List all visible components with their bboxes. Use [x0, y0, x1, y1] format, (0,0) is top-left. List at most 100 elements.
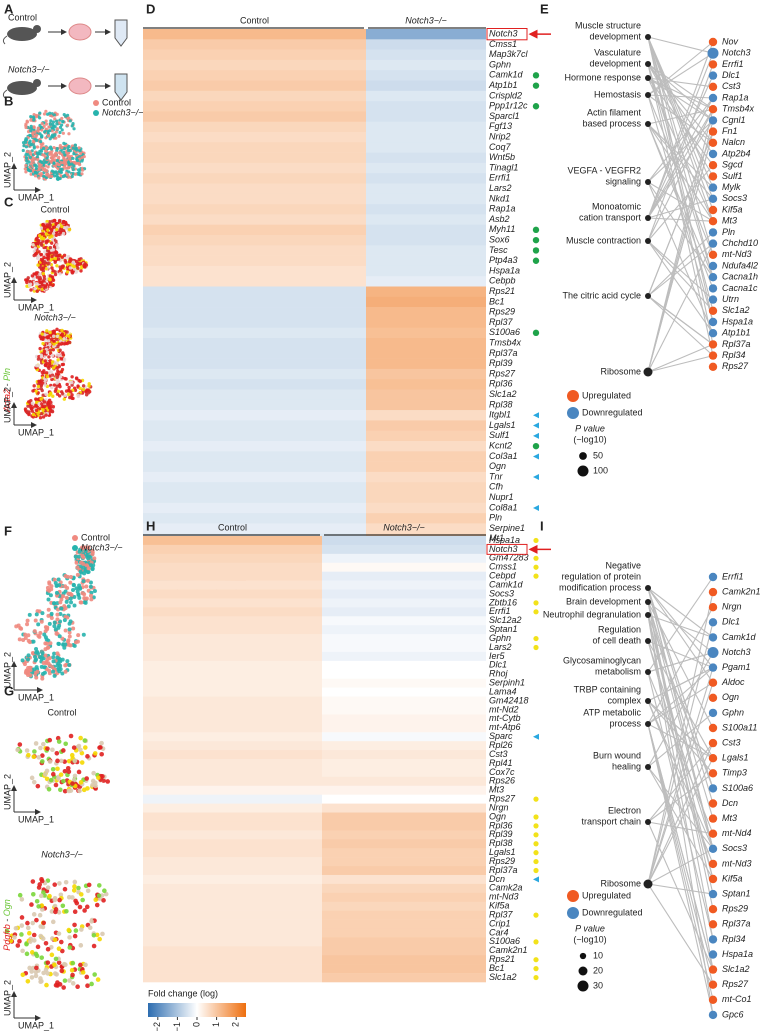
cell-dot: [86, 545, 91, 550]
gene-node: [708, 693, 718, 702]
heat-cell: [143, 430, 366, 442]
cell-dot: [44, 982, 49, 988]
edge: [647, 63, 714, 311]
term-label: Actin filament: [587, 107, 642, 117]
cell-dot: [62, 253, 67, 257]
gene-node: [708, 295, 718, 304]
cell-dot: [36, 263, 40, 267]
cell-dot: [52, 113, 56, 117]
axis-label: UMAP_2: [2, 387, 12, 423]
cell-dot: [25, 119, 29, 123]
cell-dot: [85, 570, 90, 575]
cell-dot: [40, 411, 44, 416]
cell-dot: [55, 758, 60, 764]
cell-dot: [84, 563, 89, 568]
cell-dot: [50, 134, 54, 139]
cell-dot: [60, 224, 64, 229]
gene-marker: [533, 537, 539, 544]
cell-dot: [85, 578, 90, 583]
cell-dot: [26, 167, 30, 172]
gene-marker: [533, 841, 539, 847]
cell-dot: [38, 132, 42, 136]
heat-cell: [143, 142, 366, 153]
cell-dot: [59, 161, 64, 165]
term-node: [645, 179, 651, 185]
cell-dot: [67, 162, 71, 167]
cell-dot: [31, 639, 36, 644]
heat-cell: [143, 937, 322, 947]
edge: [647, 742, 714, 885]
cell-dot: [27, 640, 32, 645]
gene-label: Lgals1: [722, 753, 749, 763]
gene-label: S100a6: [489, 936, 520, 946]
cell-dot: [100, 931, 105, 937]
cell-dot: [25, 622, 30, 627]
heat-cell: [143, 255, 366, 267]
term-node: [645, 238, 651, 244]
gene-node: [708, 250, 718, 259]
cell-dot: [80, 553, 85, 558]
cell-dot: [71, 172, 75, 176]
heat-cell: [366, 348, 486, 359]
cell-dot: [38, 280, 42, 285]
cell-dot: [17, 892, 23, 898]
cell-dot: [24, 748, 30, 753]
cell-dot: [26, 404, 30, 408]
cell-dot: [24, 123, 28, 128]
gene-label: Wnt5b: [489, 152, 515, 162]
cell-dot: [51, 232, 56, 236]
cell-dot: [64, 114, 68, 118]
cell-dot: [52, 624, 57, 629]
cell-dot: [38, 924, 43, 929]
cell-dot: [30, 274, 35, 278]
edge: [647, 883, 714, 985]
cell-dot: [62, 357, 67, 362]
cell-dot: [54, 590, 59, 595]
heat-cell: [322, 803, 486, 813]
cell-dot: [25, 149, 29, 154]
cell-dot: [61, 221, 65, 225]
gene-label: Tmsb4x: [489, 338, 522, 348]
cell-dot: [70, 960, 76, 966]
heat-cell: [322, 696, 486, 706]
heat-cell: [322, 562, 486, 572]
heat-cell: [143, 317, 366, 328]
heat-cell: [366, 204, 486, 215]
cell-dot: [91, 932, 97, 938]
gene-node: [708, 138, 718, 147]
cell-dot: [85, 983, 90, 988]
gene-label: Pln: [722, 227, 735, 237]
cell-dot: [72, 643, 77, 648]
heat-cell: [143, 643, 322, 653]
cell-dot: [60, 671, 65, 676]
cell-dot: [62, 618, 67, 623]
gene-node: [708, 708, 718, 718]
cell-dot: [78, 747, 83, 753]
cell-dot: [43, 967, 49, 973]
legend-label: Downregulated: [582, 407, 643, 417]
size-legend-label: 20: [593, 965, 603, 975]
edge: [647, 63, 714, 110]
gene-marker: [533, 832, 539, 838]
cell-dot: [55, 147, 59, 151]
edge: [647, 64, 714, 242]
cell-dot: [34, 389, 38, 393]
cell-dot: [71, 626, 76, 631]
heat-cell: [366, 338, 486, 349]
cell-dot: [27, 141, 31, 145]
term-label: Muscle structure: [575, 20, 641, 30]
cell-dot: [28, 155, 32, 159]
cell-dot: [52, 170, 56, 174]
heat-cell: [143, 338, 366, 349]
cell-dot: [29, 288, 33, 292]
cell-dot: [43, 383, 47, 387]
cell-dot: [92, 556, 97, 561]
cell-dot: [52, 339, 56, 343]
term-node: [645, 293, 651, 299]
cell-dot: [68, 574, 73, 579]
cell-dot: [57, 897, 62, 903]
cell-dot: [87, 925, 93, 931]
heat-cell: [366, 173, 486, 184]
edge: [647, 97, 714, 183]
gene-label: Errfi1: [722, 59, 744, 69]
